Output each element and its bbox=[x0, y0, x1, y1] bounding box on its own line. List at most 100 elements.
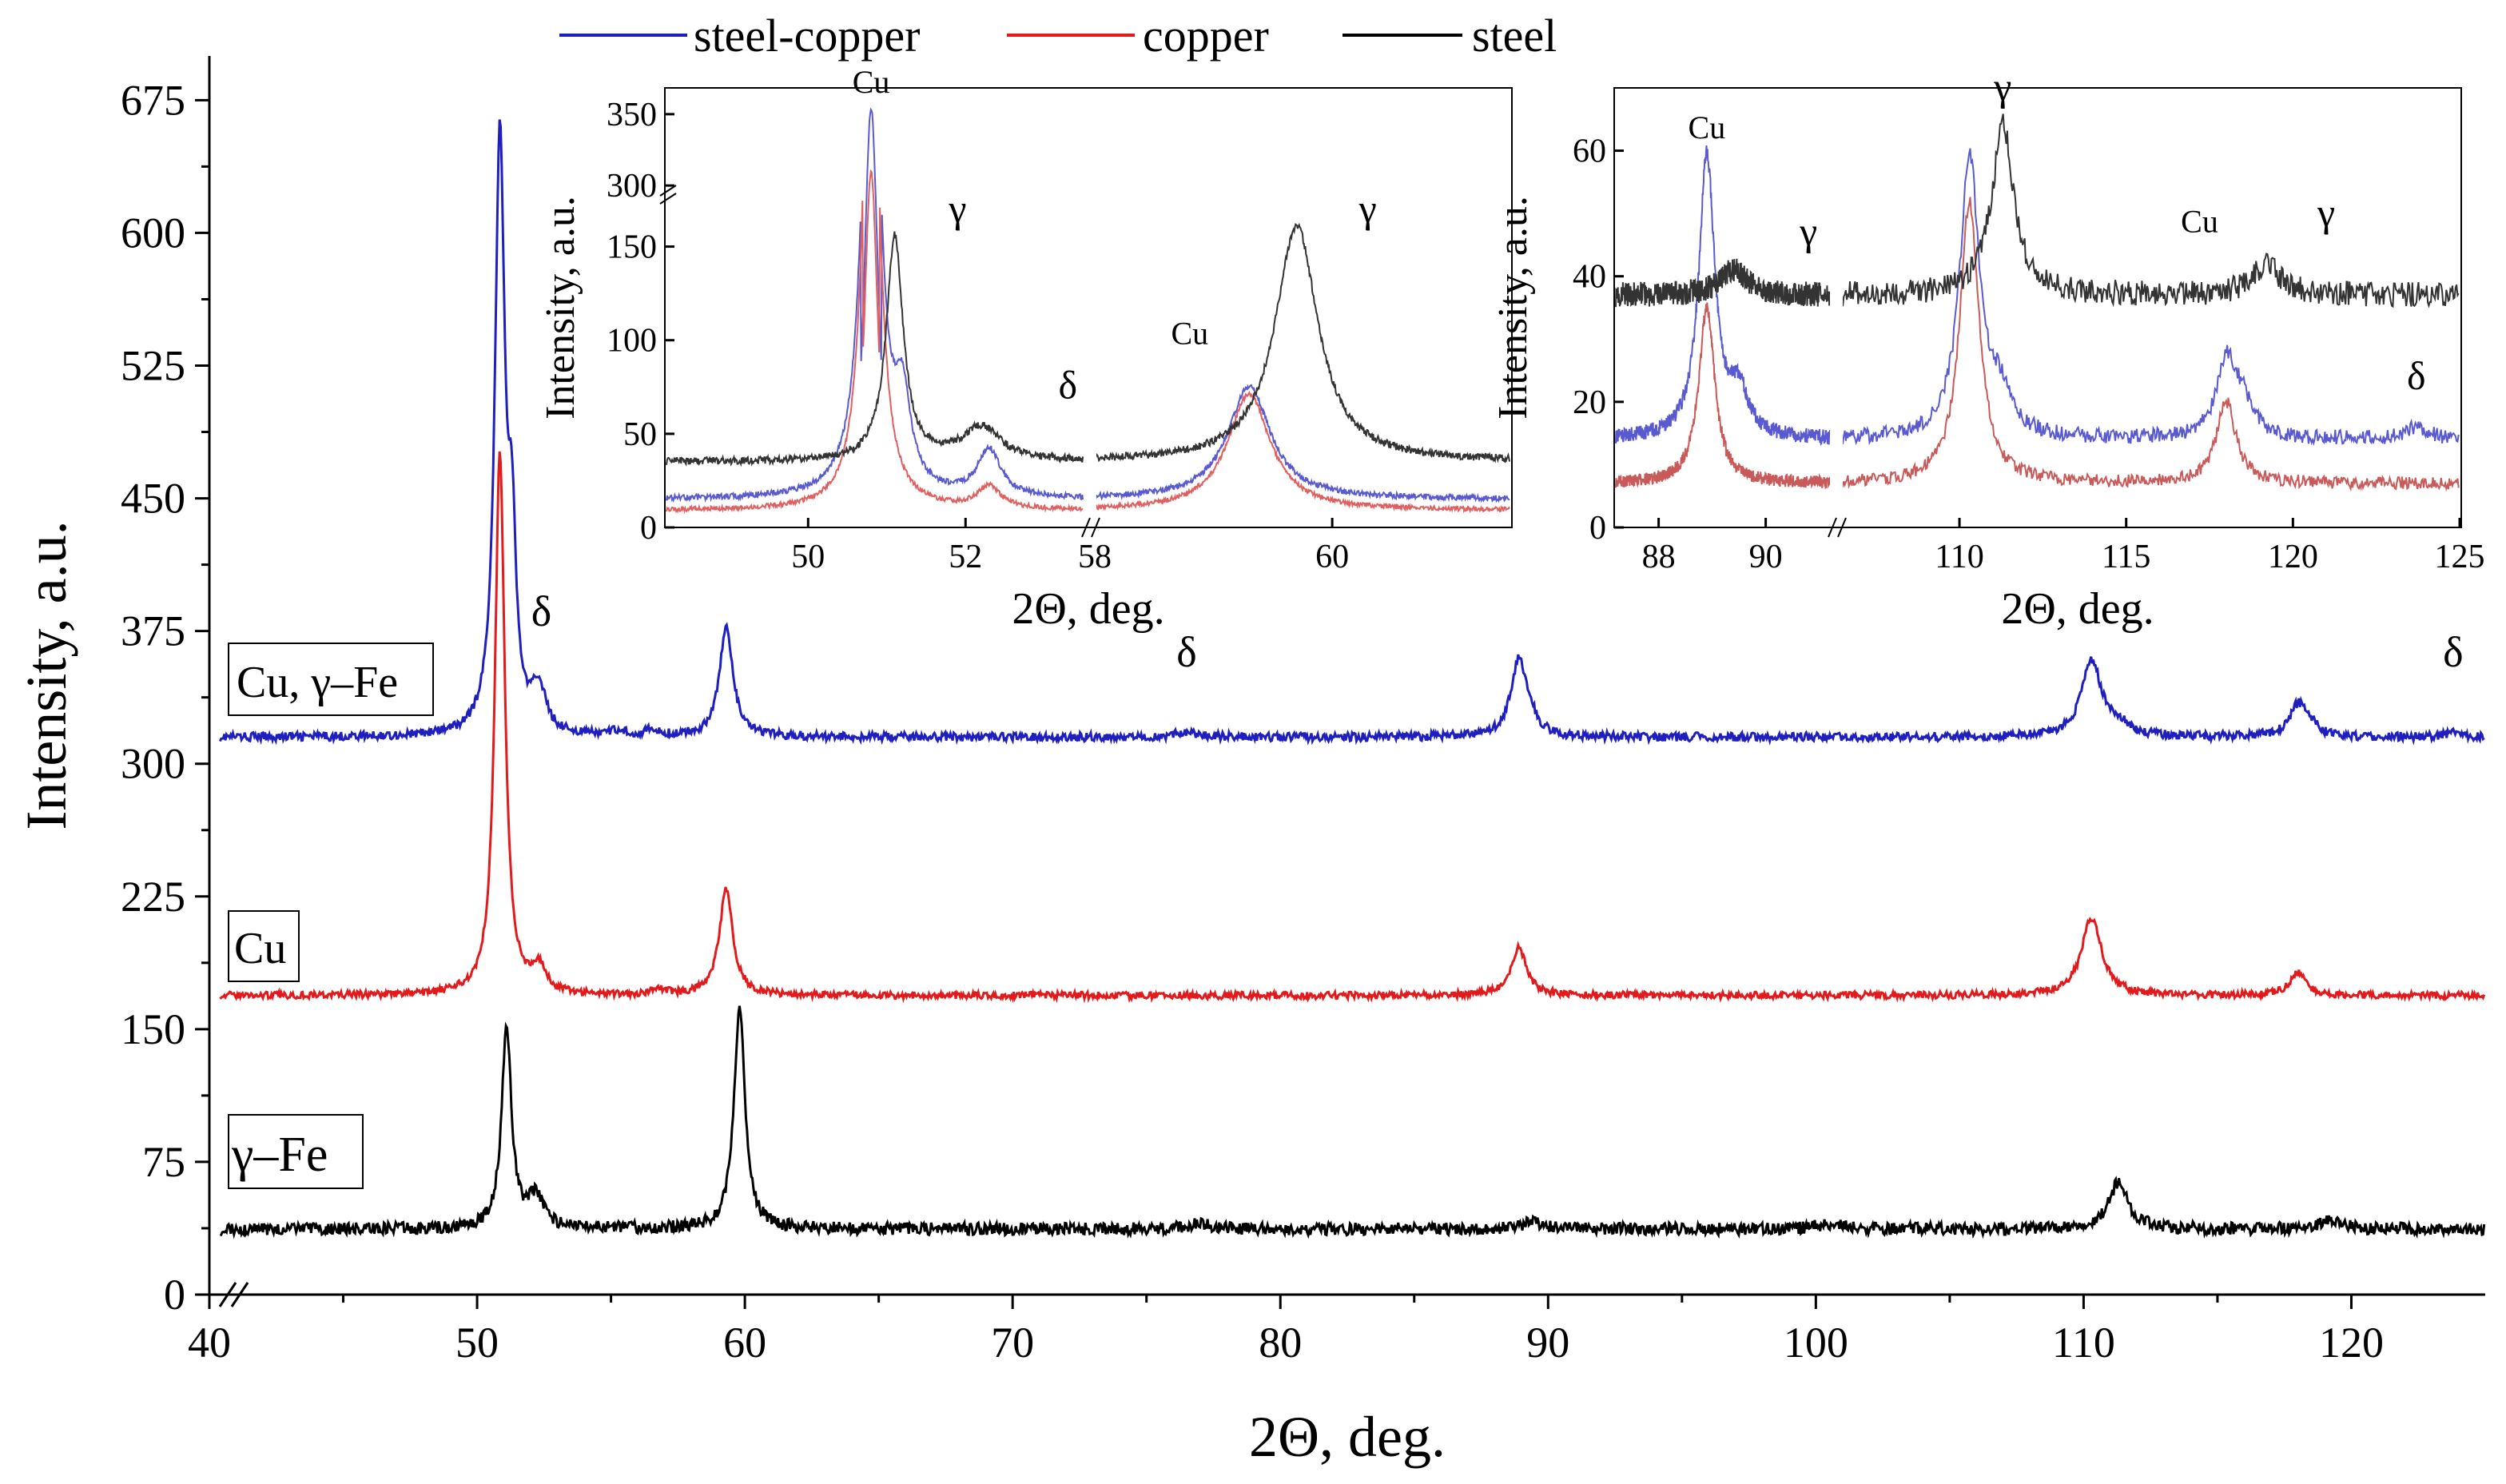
y-tick-label: 675 bbox=[121, 76, 185, 124]
y-tick-label: 0 bbox=[164, 1271, 185, 1319]
inset-y-tick-label: 0 bbox=[640, 510, 657, 547]
series-label-steel: γ–Fe bbox=[228, 1114, 364, 1189]
x-axis-break-mark bbox=[218, 1282, 249, 1307]
inset-right-content: 88 90 110 115 120 125 0 20 40 60 Cu γ γ Cu γ δ bbox=[1573, 65, 2485, 575]
inset-x-tick-label: 52 bbox=[949, 539, 982, 575]
x-tick-label: 60 bbox=[723, 1319, 766, 1367]
inset-series-line-steel-copper bbox=[1842, 148, 2460, 447]
x-tick-label: 80 bbox=[1259, 1319, 1302, 1367]
inset-series-line-copper bbox=[1615, 302, 1831, 490]
inset-right-x-axis-title: 2Θ, deg. bbox=[2001, 584, 2154, 634]
inset-break-mark bbox=[1837, 517, 1847, 538]
inset-series-line-steel bbox=[1094, 222, 1511, 464]
inset-y-break-mark bbox=[659, 185, 677, 197]
inset-right-frame bbox=[1613, 87, 2462, 528]
inset-x-tick-label: 90 bbox=[1749, 539, 1783, 575]
inset-peak-annotation: Cu bbox=[2181, 204, 2218, 240]
svg-text:Cu, γ–Fe: Cu, γ–Fe bbox=[237, 658, 398, 707]
main-x-axis-title: 2Θ, deg. bbox=[1249, 1405, 1446, 1469]
y-tick-label: 525 bbox=[121, 342, 185, 390]
peak-annotation: δ bbox=[531, 587, 551, 635]
inset-peak-annotation: δ bbox=[1059, 362, 1078, 407]
series-line-steel-copper bbox=[219, 119, 2485, 746]
inset-peak-annotation: γ bbox=[1358, 186, 1377, 231]
inset-series-line-copper bbox=[666, 169, 1084, 515]
inset-panel-gap bbox=[1830, 90, 1843, 526]
inset-right: 88 90 110 115 120 125 0 20 40 60 Cu γ γ Cu γ δ 2Θ, deg.… bbox=[1490, 65, 2485, 634]
peak-annotation: δ bbox=[1176, 628, 1196, 676]
inset-y-tick-label: 0 bbox=[1589, 510, 1606, 547]
inset-y-tick-label: 40 bbox=[1573, 259, 1606, 296]
inset-break-mark bbox=[1828, 517, 1837, 538]
inset-series-line-steel bbox=[1615, 258, 1831, 308]
series-line-copper bbox=[219, 451, 2486, 1004]
y-tick-label: 150 bbox=[121, 1005, 185, 1053]
inset-x-tick-label: 125 bbox=[2435, 539, 2485, 575]
inset-break-mark bbox=[1081, 517, 1091, 538]
inset-left-content: 50 52 60 0 50 100 150 300 350 Cu γ δ Cu γ 58 bbox=[607, 64, 1511, 575]
inset-x-tick-label: 50 bbox=[791, 539, 825, 575]
inset-peak-annotation: γ bbox=[1799, 209, 1817, 253]
legend-label-copper: copper bbox=[1143, 10, 1269, 62]
inset-peak-annotation: γ bbox=[948, 186, 966, 231]
inset-left-x-axis-title: 2Θ, deg. bbox=[1012, 584, 1164, 634]
inset-y-tick-label: 150 bbox=[607, 229, 657, 266]
inset-break-mark bbox=[1091, 517, 1100, 538]
inset-series-line-copper bbox=[1094, 390, 1510, 514]
inset-y-break-mark bbox=[659, 193, 677, 205]
main-ticks: 40 50 60 70 80 90 100 110 120 0 75 150 225 300 375 450 5… bbox=[121, 76, 2384, 1367]
inset-y-tick-label: 60 bbox=[1573, 133, 1606, 170]
inset-series-line-steel-copper bbox=[1615, 145, 1831, 446]
inset-y-tick-label: 100 bbox=[607, 323, 657, 360]
y-tick-label: 375 bbox=[121, 607, 185, 655]
x-tick-label: 100 bbox=[1784, 1319, 1848, 1367]
main-plot: 40 50 60 70 80 90 100 110 120 0 75 150 225 300 375 450 5… bbox=[14, 56, 2486, 1469]
inset-right-y-axis-title: Intensity, a.u. bbox=[1490, 196, 1536, 420]
inset-series-line-copper bbox=[1842, 197, 2460, 492]
inset-panel-gap bbox=[1084, 90, 1096, 526]
main-y-axis-title: Intensity, a.u. bbox=[14, 520, 78, 830]
legend: steel-copper copper steel bbox=[559, 10, 1557, 62]
svg-text:Cu: Cu bbox=[234, 924, 286, 973]
series-line-steel bbox=[220, 1005, 2486, 1239]
inset-series-line-steel-copper bbox=[666, 107, 1084, 503]
inset-y-tick-label: 50 bbox=[623, 416, 657, 453]
x-tick-label: 120 bbox=[2319, 1319, 2384, 1367]
inset-x-tick-label: 110 bbox=[1935, 539, 1983, 575]
inset-peak-annotation: γ bbox=[2317, 190, 2335, 235]
inset-y-tick-label: 350 bbox=[607, 97, 657, 133]
legend-label-steel: steel bbox=[1472, 10, 1557, 62]
inset-peak-annotation: Cu bbox=[1689, 109, 1726, 145]
inset-x-tick-label: 115 bbox=[2102, 539, 2150, 575]
inset-peak-annotation: Cu bbox=[853, 64, 890, 100]
inset-left-y-axis-title: Intensity, a.u. bbox=[538, 196, 583, 420]
legend-label-steel-copper: steel-copper bbox=[694, 10, 920, 62]
peak-annotation: δ bbox=[2443, 628, 2463, 676]
y-tick-label: 75 bbox=[142, 1138, 185, 1186]
x-tick-label: 70 bbox=[991, 1319, 1034, 1367]
x-tick-label: 50 bbox=[455, 1319, 499, 1367]
y-tick-label: 225 bbox=[121, 873, 185, 921]
inset-series-line-steel bbox=[1842, 113, 2460, 308]
x-tick-label: 90 bbox=[1526, 1319, 1569, 1367]
x-tick-label: 110 bbox=[2052, 1319, 2115, 1367]
y-tick-label: 600 bbox=[121, 209, 185, 257]
main-series bbox=[219, 119, 2486, 1239]
inset-peak-annotation: δ bbox=[2407, 353, 2426, 398]
inset-y-tick-label: 20 bbox=[1573, 384, 1606, 421]
inset-peak-annotation: γ bbox=[1993, 65, 2011, 109]
y-tick-label: 450 bbox=[121, 475, 185, 523]
inset-x-tick-label: 120 bbox=[2268, 539, 2318, 575]
inset-peak-annotation: Cu bbox=[1171, 315, 1209, 351]
y-tick-label: 300 bbox=[121, 740, 185, 788]
svg-text:γ–Fe: γ–Fe bbox=[231, 1128, 328, 1182]
series-label-copper: Cu bbox=[228, 910, 300, 982]
inset-x-tick-label: 58 bbox=[1078, 539, 1112, 575]
inset-y-tick-label: 300 bbox=[607, 168, 657, 205]
main-annotations: δδ δ bbox=[531, 587, 2464, 676]
inset-x-tick-label: 60 bbox=[1315, 539, 1349, 575]
x-tick-label: 40 bbox=[188, 1319, 231, 1367]
inset-series-line-steel-copper bbox=[1094, 384, 1510, 503]
